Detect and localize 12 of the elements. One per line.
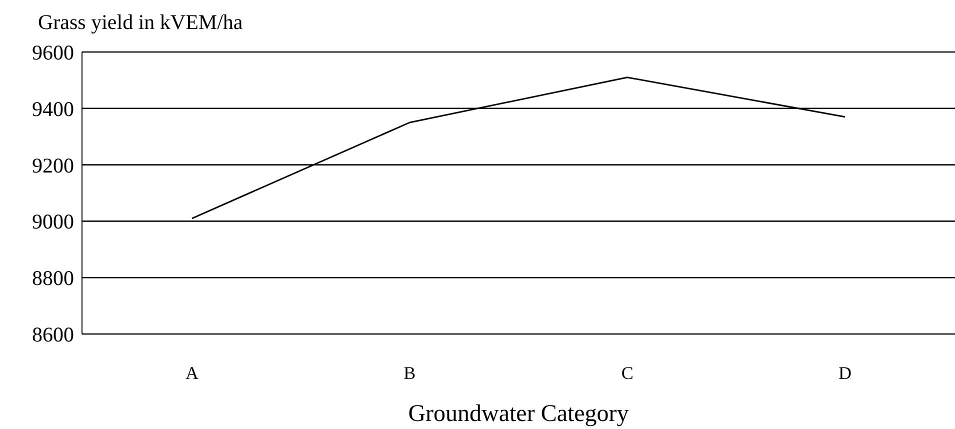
y-tick-label: 9600 bbox=[32, 40, 74, 64]
x-tick-label: D bbox=[838, 362, 852, 383]
y-axis-title: Grass yield in kVEM/ha bbox=[38, 10, 243, 35]
y-tick-label: 9000 bbox=[32, 210, 74, 234]
x-tick-label: A bbox=[186, 362, 198, 383]
y-tick-label: 9200 bbox=[32, 153, 74, 178]
y-tick-label: 8600 bbox=[32, 322, 74, 346]
y-tick-label: 8800 bbox=[32, 266, 74, 290]
x-tick-label: B bbox=[404, 362, 416, 383]
x-axis-title: Groundwater Category bbox=[408, 401, 629, 427]
x-tick-label: C bbox=[621, 362, 634, 383]
y-tick-label: 9400 bbox=[32, 96, 74, 121]
